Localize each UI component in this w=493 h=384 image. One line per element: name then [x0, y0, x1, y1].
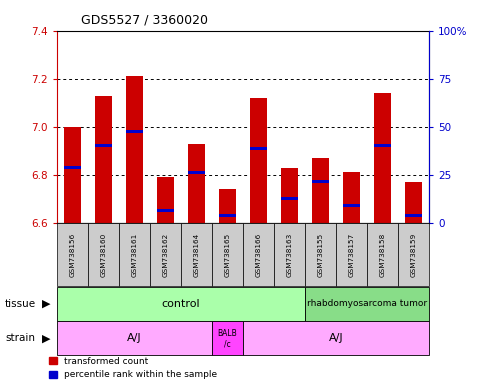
Bar — [243, 321, 429, 355]
Text: GDS5527 / 3360020: GDS5527 / 3360020 — [81, 13, 209, 26]
Bar — [274, 223, 305, 286]
Text: ▶: ▶ — [42, 299, 50, 309]
Text: GSM738165: GSM738165 — [224, 232, 230, 276]
Text: GSM738162: GSM738162 — [162, 232, 168, 276]
Bar — [188, 171, 205, 174]
Text: GSM738156: GSM738156 — [69, 232, 75, 276]
Bar — [57, 287, 305, 321]
Text: A/J: A/J — [127, 333, 141, 343]
Legend: transformed count, percentile rank within the sample: transformed count, percentile rank withi… — [49, 357, 217, 379]
Text: GSM738166: GSM738166 — [255, 232, 261, 276]
Bar — [64, 166, 81, 169]
Bar — [57, 223, 88, 286]
Bar — [219, 214, 236, 217]
Bar — [343, 172, 360, 223]
Bar — [312, 180, 329, 184]
Text: tissue: tissue — [5, 299, 36, 309]
Bar — [336, 223, 367, 286]
Text: rhabdomyosarcoma tumor: rhabdomyosarcoma tumor — [307, 299, 427, 308]
Bar — [95, 144, 112, 147]
Text: GSM738158: GSM738158 — [380, 232, 386, 276]
Bar — [126, 76, 143, 223]
Bar — [281, 167, 298, 223]
Bar — [405, 214, 422, 217]
Bar — [219, 189, 236, 223]
Bar — [405, 182, 422, 223]
Bar — [212, 223, 243, 286]
Text: GSM738164: GSM738164 — [193, 232, 199, 276]
Bar — [243, 223, 274, 286]
Bar — [157, 177, 174, 223]
Text: GSM738163: GSM738163 — [286, 232, 292, 276]
Text: GSM738161: GSM738161 — [131, 232, 137, 276]
Bar — [312, 158, 329, 223]
Bar — [367, 223, 398, 286]
Bar — [150, 223, 181, 286]
Bar — [250, 98, 267, 223]
Bar — [398, 223, 429, 286]
Text: ▶: ▶ — [42, 333, 50, 343]
Bar — [88, 223, 119, 286]
Text: BALB
/c: BALB /c — [217, 329, 237, 348]
Bar — [212, 321, 243, 355]
Bar — [281, 197, 298, 200]
Bar — [343, 204, 360, 207]
Text: GSM738155: GSM738155 — [317, 232, 323, 276]
Bar — [374, 93, 391, 223]
Bar — [126, 130, 143, 133]
Bar — [305, 287, 429, 321]
Bar — [250, 147, 267, 150]
Bar — [181, 223, 212, 286]
Text: control: control — [161, 299, 200, 309]
Bar — [188, 144, 205, 223]
Bar — [305, 223, 336, 286]
Bar — [157, 209, 174, 212]
Bar — [119, 223, 150, 286]
Text: strain: strain — [5, 333, 35, 343]
Text: GSM738160: GSM738160 — [100, 232, 106, 276]
Text: A/J: A/J — [328, 333, 343, 343]
Bar — [95, 96, 112, 223]
Text: GSM738157: GSM738157 — [349, 232, 354, 276]
Bar — [64, 127, 81, 223]
Bar — [57, 321, 212, 355]
Text: GSM738159: GSM738159 — [410, 232, 417, 276]
Bar — [374, 144, 391, 147]
